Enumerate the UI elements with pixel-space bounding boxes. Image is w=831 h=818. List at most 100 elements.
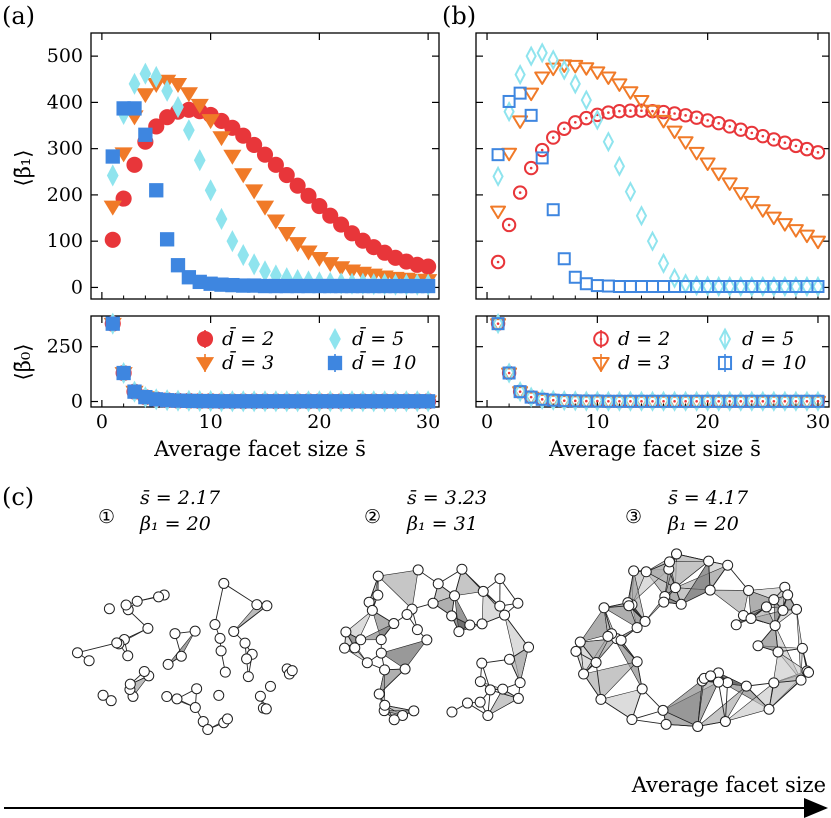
data-point (801, 275, 813, 298)
node (628, 565, 640, 577)
data-point (503, 362, 515, 384)
panel-label-b: (b) (442, 2, 476, 30)
node (349, 642, 361, 654)
data-point (612, 280, 626, 294)
data-point (525, 386, 537, 408)
data-point (633, 95, 650, 109)
data-point (377, 278, 392, 294)
network-1-beta-label: β₁ = 20 (139, 513, 211, 535)
data-point (105, 149, 120, 164)
data-point (688, 146, 705, 161)
node (777, 604, 789, 616)
node (191, 683, 203, 695)
data-point (299, 245, 318, 261)
data-point (590, 279, 604, 293)
node (373, 688, 385, 700)
x-tick-label: 20 (307, 411, 331, 433)
data-point (323, 394, 338, 409)
legend-a: d̄ = 2 d̄ = 3 d̄ = 5 d̄ = 10 (195, 326, 416, 374)
y-tick-label: 100 (47, 230, 83, 252)
data-point (790, 390, 802, 412)
facet-triangle (669, 560, 710, 589)
legend-b-entry-d2 (593, 330, 609, 348)
data-point (657, 280, 671, 294)
node (408, 705, 420, 717)
data-point (204, 179, 217, 202)
data-point (277, 226, 296, 242)
data-point (646, 230, 659, 252)
node (578, 668, 590, 680)
node (503, 653, 515, 665)
y-tick-label: 300 (47, 138, 83, 160)
data-point (512, 115, 529, 129)
legend-a-label-d5: d̄ = 5 (352, 326, 404, 350)
facet-triangle (377, 569, 419, 610)
node (692, 720, 704, 732)
node (446, 706, 458, 718)
legend-b-label-d5: d = 5 (742, 328, 794, 350)
node (213, 689, 225, 701)
node (169, 628, 181, 640)
data-point (236, 278, 251, 293)
data-point (790, 275, 802, 298)
legend-a-entry-d3 (195, 354, 215, 373)
series-d10 (105, 316, 436, 409)
data-point (223, 149, 242, 165)
node (456, 563, 468, 575)
node (474, 676, 486, 688)
data-point (225, 277, 240, 293)
data-point (246, 278, 262, 293)
data-point (248, 253, 260, 276)
data-point (226, 230, 239, 253)
data-point (656, 104, 671, 120)
data-point (503, 101, 515, 123)
data-point (757, 390, 769, 412)
data-point (279, 278, 294, 294)
node (476, 618, 488, 630)
node (83, 655, 95, 667)
data-point (635, 205, 648, 227)
data-point (127, 384, 142, 399)
edge (378, 668, 406, 695)
x-tick-label: 10 (199, 411, 223, 433)
data-point (127, 101, 142, 116)
legend-marker (718, 327, 732, 351)
edge (214, 583, 225, 625)
data-point (388, 394, 403, 409)
data-point (779, 390, 791, 412)
data-point (757, 275, 769, 298)
data-point (611, 78, 628, 92)
data-point (420, 258, 437, 275)
data-point (513, 86, 527, 100)
node (432, 578, 444, 590)
data-point (666, 125, 683, 140)
node (658, 596, 670, 608)
data-point (591, 390, 603, 412)
data-point (344, 394, 360, 409)
data-point (149, 183, 164, 198)
edge (595, 662, 602, 700)
node (494, 573, 506, 585)
data-point (622, 86, 639, 100)
data-point (301, 278, 316, 294)
series-d2 (490, 103, 826, 270)
node (421, 634, 433, 646)
data-point (655, 114, 672, 129)
node (264, 680, 276, 692)
panel-label-a: (a) (2, 2, 35, 30)
data-point (181, 270, 197, 285)
node (202, 724, 214, 736)
data-point (300, 187, 317, 204)
data-point (624, 181, 637, 203)
data-point (311, 197, 328, 215)
legend-b-label-d3: d = 3 (618, 352, 670, 374)
data-point (399, 394, 414, 409)
legend-a-label-d10: d̄ = 10 (352, 350, 416, 374)
network-1-index: ① (98, 506, 115, 528)
data-point (288, 237, 307, 253)
data-point (546, 130, 561, 145)
data-point (546, 203, 560, 217)
node (124, 678, 136, 690)
node (477, 585, 489, 597)
